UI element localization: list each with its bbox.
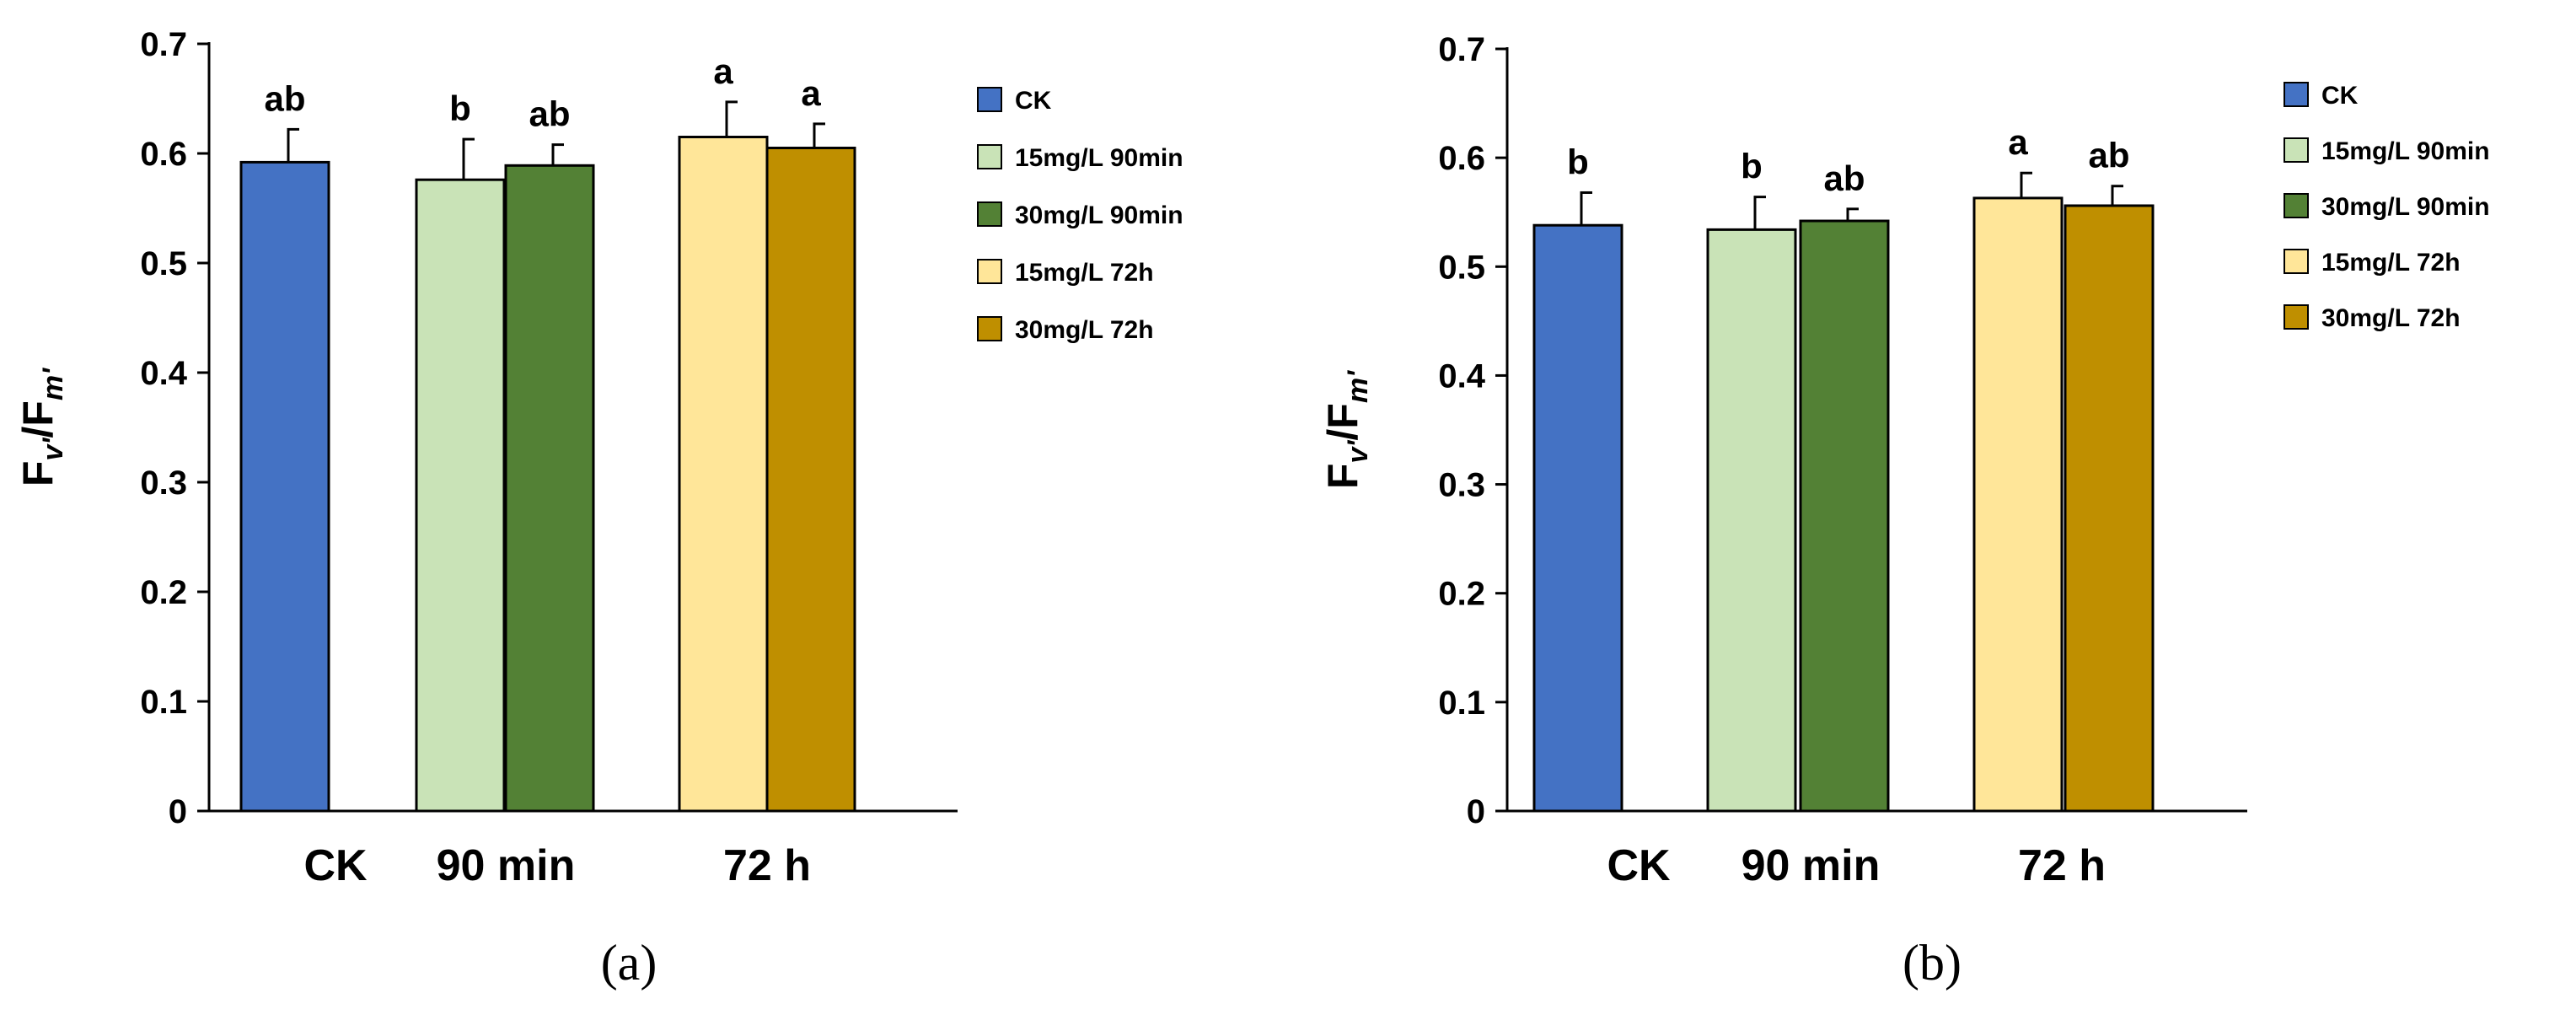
x-category-label: 72 h — [2018, 841, 2106, 890]
bar-2 — [1706, 228, 1797, 813]
legend-label-5: 30mg/L 72h — [2321, 304, 2461, 332]
y-title-f2: F — [1319, 403, 1366, 429]
bar-1 — [239, 160, 330, 813]
y-tick-label: 0 — [1467, 793, 1485, 830]
y-tick-label: 0.2 — [140, 574, 187, 611]
y-title-sub2: m' — [1342, 369, 1374, 403]
bar-4 — [678, 136, 769, 813]
legend-swatch-1 — [2284, 82, 2309, 107]
x-category-label: 90 min — [1741, 841, 1881, 890]
y-title-sub1: v' — [1342, 439, 1374, 464]
legend-label-1: CK — [2321, 82, 2359, 110]
bar-5 — [765, 147, 856, 813]
significance-letter-1: b — [1567, 142, 1589, 181]
significance-letter-3: ab — [1823, 158, 1865, 198]
legend-swatch-1 — [977, 87, 1002, 112]
y-tick-label: 0.1 — [1438, 685, 1485, 722]
bar-5 — [2063, 204, 2155, 813]
y-title-f2: F — [14, 400, 62, 427]
legend-label-3: 30mg/L 90min — [2321, 193, 2490, 221]
y-title-slash: / — [1319, 429, 1366, 441]
bar-3 — [504, 164, 595, 813]
legend-label-2: 15mg/L 90min — [1015, 144, 1183, 172]
y-tick-label: 0.6 — [1438, 140, 1485, 177]
legend-label-5: 30mg/L 72h — [1015, 316, 1154, 344]
y-tick-label: 0.7 — [1438, 31, 1485, 68]
x-category-label: CK — [303, 841, 368, 890]
legend-swatch-5 — [2284, 304, 2309, 330]
panel-a: ab b ab a a 0 0.1 0.2 0.3 0.4 0.5 0.6 0.7 CK 90 min 72 … — [14, 26, 1183, 991]
legend-swatch-2 — [2284, 137, 2309, 163]
x-category-label: 72 h — [723, 841, 811, 890]
significance-letter-5: ab — [2088, 136, 2129, 175]
y-title-sub2: m' — [37, 367, 69, 400]
y-title-f1: F — [14, 461, 62, 487]
legend-swatch-4 — [2284, 249, 2309, 274]
y-axis-title: Fv'/Fm' — [14, 367, 69, 486]
significance-letter-1: ab — [264, 78, 305, 118]
legend-swatch-4 — [977, 259, 1002, 284]
bar-4 — [1972, 196, 2063, 813]
y-tick-label: 0.1 — [140, 684, 187, 721]
y-axis-title: Fv'/Fm' — [1319, 369, 1374, 489]
legend-label-2: 15mg/L 90min — [2321, 137, 2490, 165]
significance-letter-2: b — [1741, 147, 1763, 186]
significance-letter-5: a — [801, 73, 821, 113]
x-category-label: 90 min — [437, 841, 576, 890]
y-tick-label: 0.3 — [140, 465, 187, 502]
y-tick-label: 0.5 — [1438, 249, 1485, 286]
legend-swatch-5 — [977, 316, 1002, 341]
legend-label-3: 30mg/L 90min — [1015, 201, 1183, 229]
x-category-label: CK — [1607, 841, 1671, 890]
significance-letter-4: a — [2008, 122, 2028, 162]
y-tick-label: 0.5 — [140, 245, 187, 282]
significance-letter-3: ab — [529, 94, 570, 134]
y-tick-label: 0.4 — [140, 355, 187, 392]
legend-label-4: 15mg/L 72h — [1015, 259, 1154, 287]
significance-letter-4: a — [713, 51, 733, 91]
y-title-f1: F — [1319, 464, 1366, 490]
panel-caption: (a) — [601, 935, 657, 991]
bar-3 — [1799, 219, 1890, 813]
legend-swatch-2 — [977, 144, 1002, 169]
bar-1 — [1532, 223, 1623, 813]
y-tick-label: 0 — [169, 793, 187, 830]
y-tick-label: 0.6 — [140, 136, 187, 173]
significance-letter-2: b — [449, 89, 471, 128]
y-tick-label: 0.7 — [140, 26, 187, 63]
y-tick-label: 0.2 — [1438, 576, 1485, 613]
legend-swatch-3 — [977, 201, 1002, 227]
panel-b: b b ab a ab 0 0.1 0.2 0.3 0.4 0.5 0.6 0.7 CK 90 min 72 … — [1319, 31, 2490, 991]
legend-swatch-3 — [2284, 193, 2309, 218]
y-tick-label: 0.4 — [1438, 357, 1485, 395]
y-title-sub1: v' — [37, 437, 69, 461]
y-tick-label: 0.3 — [1438, 467, 1485, 504]
legend-label-1: CK — [1015, 87, 1052, 115]
panel-caption: (b) — [1902, 935, 1962, 991]
legend-label-4: 15mg/L 72h — [2321, 249, 2461, 277]
bar-2 — [415, 178, 506, 813]
y-title-slash: / — [14, 427, 62, 438]
